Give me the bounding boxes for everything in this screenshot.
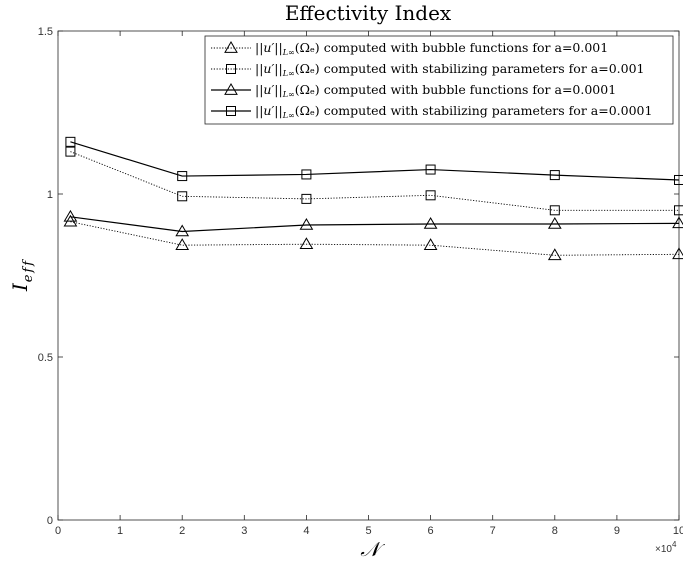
series-1-point <box>299 237 314 250</box>
legend-marker <box>226 64 236 74</box>
legend-omega: (Ωₑ) <box>295 82 320 97</box>
legend-label: ||u′||L∞(Ωₑ) computed with stabilizing pa… <box>255 61 644 78</box>
legend-norm-subscript: L∞ <box>282 90 295 99</box>
series-1-point <box>423 238 438 251</box>
series-1 <box>63 214 683 261</box>
chart-title: Effectivity Index <box>285 1 452 25</box>
series-3-point <box>175 224 190 237</box>
series-4-point <box>674 174 683 185</box>
legend-item: ||u′||L∞(Ωₑ) computed with bubble functio… <box>211 82 616 99</box>
x-tick-label: 6 <box>428 525 434 537</box>
y-axis-label: Ieff <box>8 259 36 292</box>
x-tick-label: 10 <box>673 525 683 537</box>
series-3-line <box>70 216 680 233</box>
series-4-point <box>177 171 188 182</box>
legend-item: ||u′||L∞(Ωₑ) computed with bubble functio… <box>211 40 608 57</box>
legend-norm-subscript: L∞ <box>282 111 295 120</box>
y-tick-label: 0 <box>47 515 53 527</box>
series-3-point <box>423 216 438 229</box>
series-3-point <box>672 216 683 229</box>
legend-box <box>204 35 674 125</box>
legend-norm: ||u′|| <box>255 61 283 76</box>
series-2-point <box>301 193 312 204</box>
series-2-line <box>70 151 679 211</box>
series-2-point <box>177 191 188 202</box>
legend-label: ||u′||L∞(Ωₑ) computed with bubble functio… <box>255 82 616 99</box>
legend: ||u′||L∞(Ωₑ) computed with bubble functio… <box>204 35 674 125</box>
series-2-point <box>425 190 436 201</box>
legend-omega: (Ωₑ) <box>295 40 320 55</box>
x-tick-label: 4 <box>303 525 309 537</box>
legend-norm-subscript: L∞ <box>282 69 295 78</box>
x-tick-label: 5 <box>365 525 371 537</box>
legend-description: computed with bubble functions for a=0.0… <box>324 40 609 55</box>
legend-item: ||u′||L∞(Ωₑ) computed with stabilizing pa… <box>211 103 652 120</box>
x-tick-label: 1 <box>117 525 123 537</box>
x-tick-label: 9 <box>614 525 620 537</box>
legend-omega: (Ωₑ) <box>295 103 320 118</box>
series-3-point <box>547 216 562 229</box>
legend-omega: (Ωₑ) <box>295 61 320 76</box>
series-2-point <box>674 205 683 216</box>
y-axis: 0 0.5 1 1.5 <box>38 26 679 527</box>
legend-marker <box>226 106 236 116</box>
series-4 <box>65 136 683 185</box>
legend-description: computed with stabilizing parameters for… <box>324 61 645 76</box>
y-tick-label: 1 <box>47 189 53 201</box>
y-axis-label-main: I <box>8 282 32 292</box>
legend-label: ||u′||L∞(Ωₑ) computed with bubble functio… <box>255 40 608 57</box>
x-axis-scale-exponent: 4 <box>672 540 677 549</box>
series-3-point <box>63 209 78 222</box>
series-1-point <box>175 238 190 251</box>
x-tick-label: 7 <box>490 525 496 537</box>
x-tick-label: 8 <box>552 525 558 537</box>
x-axis: 0 1 2 3 4 5 6 7 8 9 10 <box>55 31 683 537</box>
legend-marker <box>224 41 238 53</box>
legend-label: ||u′||L∞(Ωₑ) computed with stabilizing pa… <box>255 103 652 120</box>
series-2 <box>65 146 683 216</box>
legend-norm: ||u′|| <box>255 82 283 97</box>
series-4-point <box>549 170 560 181</box>
series-layer <box>63 136 683 261</box>
x-axis-scale-base: ×10 <box>655 544 672 555</box>
legend-norm: ||u′|| <box>255 103 283 118</box>
series-3 <box>63 209 683 237</box>
x-tick-label: 0 <box>55 525 61 537</box>
x-tick-label: 3 <box>241 525 247 537</box>
legend-description: computed with stabilizing parameters for… <box>324 103 653 118</box>
series-4-point <box>425 164 436 175</box>
series-3-point <box>299 217 314 230</box>
series-4-line <box>70 141 680 181</box>
y-axis-label-subscript: eff <box>21 259 36 283</box>
legend-description: computed with bubble functions for a=0.0… <box>324 82 616 97</box>
legend-norm: ||u′|| <box>255 40 283 55</box>
series-2-point <box>549 205 560 216</box>
series-4-point <box>65 136 76 147</box>
x-axis-label: 𝒩 <box>360 537 385 561</box>
series-1-point <box>672 247 683 260</box>
series-1-point <box>547 248 562 261</box>
legend-marker <box>224 83 238 95</box>
series-2-point <box>65 146 76 157</box>
series-4-point <box>301 169 312 180</box>
y-tick-label: 1.5 <box>38 26 53 38</box>
x-tick-label: 2 <box>179 525 185 537</box>
y-tick-label: 0.5 <box>38 352 53 364</box>
series-1-line <box>70 221 680 256</box>
legend-item: ||u′||L∞(Ωₑ) computed with stabilizing pa… <box>211 61 644 78</box>
x-axis-scale-factor: ×104 <box>655 540 677 555</box>
legend-norm-subscript: L∞ <box>282 48 295 57</box>
